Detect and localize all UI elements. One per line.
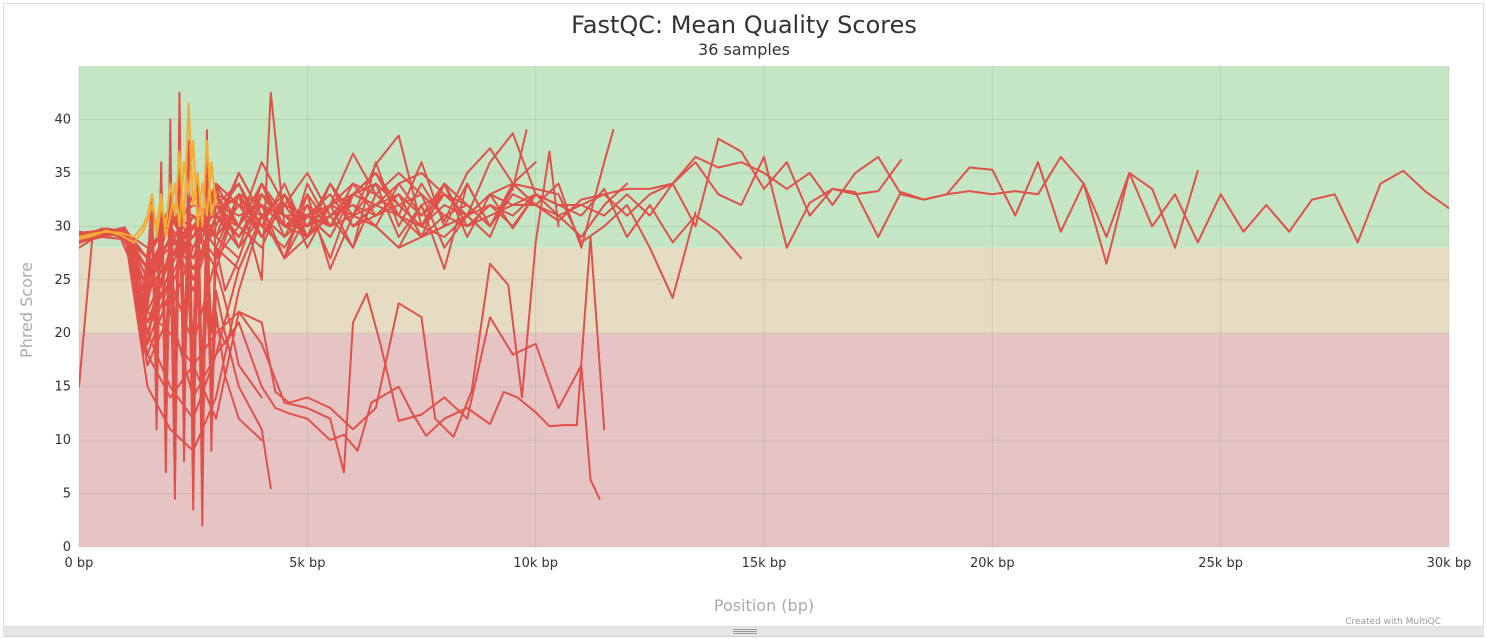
series-line-warn[interactable] — [79, 139, 217, 244]
y-tick-label: 10 — [54, 433, 71, 448]
multiqc-credit[interactable]: Created with MultiQC — [1345, 617, 1441, 627]
y-tick-label: 20 — [54, 326, 71, 341]
x-tick-label: 0 bp — [65, 556, 94, 571]
y-axis-label: Phred Score — [17, 262, 36, 358]
x-tick-label: 20k bp — [970, 556, 1015, 571]
y-tick-label: 25 — [54, 273, 71, 288]
chart-title: FastQC: Mean Quality Scores — [571, 11, 917, 39]
series-line-fail[interactable] — [79, 193, 240, 442]
x-axis-label: Position (bp) — [714, 596, 814, 615]
chart-subtitle: 36 samples — [698, 40, 790, 59]
y-tick-label: 0 — [63, 540, 71, 555]
x-tick-label: 5k bp — [289, 556, 325, 571]
y-tick-label: 40 — [54, 112, 71, 127]
y-tick-label: 5 — [63, 487, 71, 502]
x-axis-ticks: 0 bp 5k bp 10k bp 15k bp 20k bp 25k bp 30k bp — [65, 556, 1472, 571]
x-tick-label: 10k bp — [513, 556, 558, 571]
x-tick-label: 25k bp — [1198, 556, 1243, 571]
quality-bands — [79, 66, 1449, 547]
y-tick-label: 30 — [54, 219, 71, 234]
y-axis-ticks: 0 5 10 15 20 25 30 35 40 — [54, 112, 71, 555]
series-line-fail[interactable] — [79, 171, 400, 271]
resize-handle-bar[interactable] — [3, 627, 1484, 637]
y-tick-label: 15 — [54, 380, 71, 395]
resize-grip-icon[interactable] — [733, 629, 757, 634]
series-line-fail[interactable] — [79, 139, 240, 399]
x-tick-label: 15k bp — [742, 556, 787, 571]
chart-svg: 0 bp 5k bp 10k bp 15k bp 20k bp 25k bp 30k bp … — [17, 11, 1472, 627]
x-tick-label: 30k bp — [1427, 556, 1472, 571]
quality-band-1 — [79, 247, 1449, 334]
y-tick-label: 35 — [54, 166, 71, 181]
series-lines — [79, 91, 1449, 527]
grid-lines — [78, 66, 1450, 548]
chart-container: 0 bp 5k bp 10k bp 15k bp 20k bp 25k bp 30k bp … — [3, 3, 1484, 627]
quality-band-0 — [79, 333, 1449, 547]
series-line-fail[interactable] — [79, 227, 606, 452]
